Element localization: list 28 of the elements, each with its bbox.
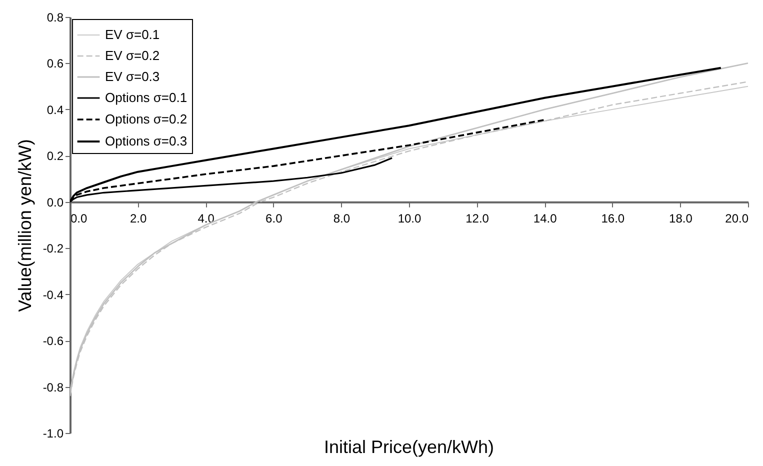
- y-tick-label: 0.8: [46, 10, 64, 24]
- x-tick-label: 6.0: [266, 211, 283, 226]
- x-tick-label: 4.0: [198, 211, 215, 226]
- x-tick-label: 20.0: [725, 211, 749, 226]
- legend-label: EV σ=0.1: [105, 27, 160, 42]
- legend-label: EV σ=0.3: [105, 69, 160, 84]
- x-tick-label: 2.0: [130, 211, 147, 226]
- legend-label: Options σ=0.2: [105, 112, 188, 126]
- legend-label: Options σ=0.3: [105, 134, 188, 148]
- x-tick-label: 18.0: [669, 211, 693, 226]
- x-tick-label: 8.0: [333, 211, 350, 226]
- y-tick-label: -0.6: [42, 334, 64, 348]
- x-tick-label: 10.0: [398, 211, 422, 226]
- y-tick-label: 0.0: [46, 195, 64, 210]
- y-tick-label: 0.4: [46, 102, 64, 117]
- x-tick-label: 14.0: [533, 211, 558, 226]
- legend-label: EV σ=0.2: [105, 48, 160, 63]
- legend-label: Options σ=0.1: [105, 90, 188, 105]
- y-tick-label: -0.2: [42, 242, 64, 256]
- x-tick-label: 16.0: [601, 211, 625, 226]
- y-axis-title: Value(million yen/kW): [14, 139, 35, 312]
- y-tick-label: 0.6: [46, 56, 64, 71]
- y-tick-label: 0.2: [46, 149, 64, 164]
- y-tick-label: -1.0: [42, 426, 64, 440]
- y-tick-label: -0.4: [42, 288, 64, 302]
- y-tick-label: -0.8: [42, 380, 64, 394]
- x-axis-title: Initial Price(yen/kWh): [324, 437, 494, 457]
- x-tick-label: 12.0: [466, 211, 490, 226]
